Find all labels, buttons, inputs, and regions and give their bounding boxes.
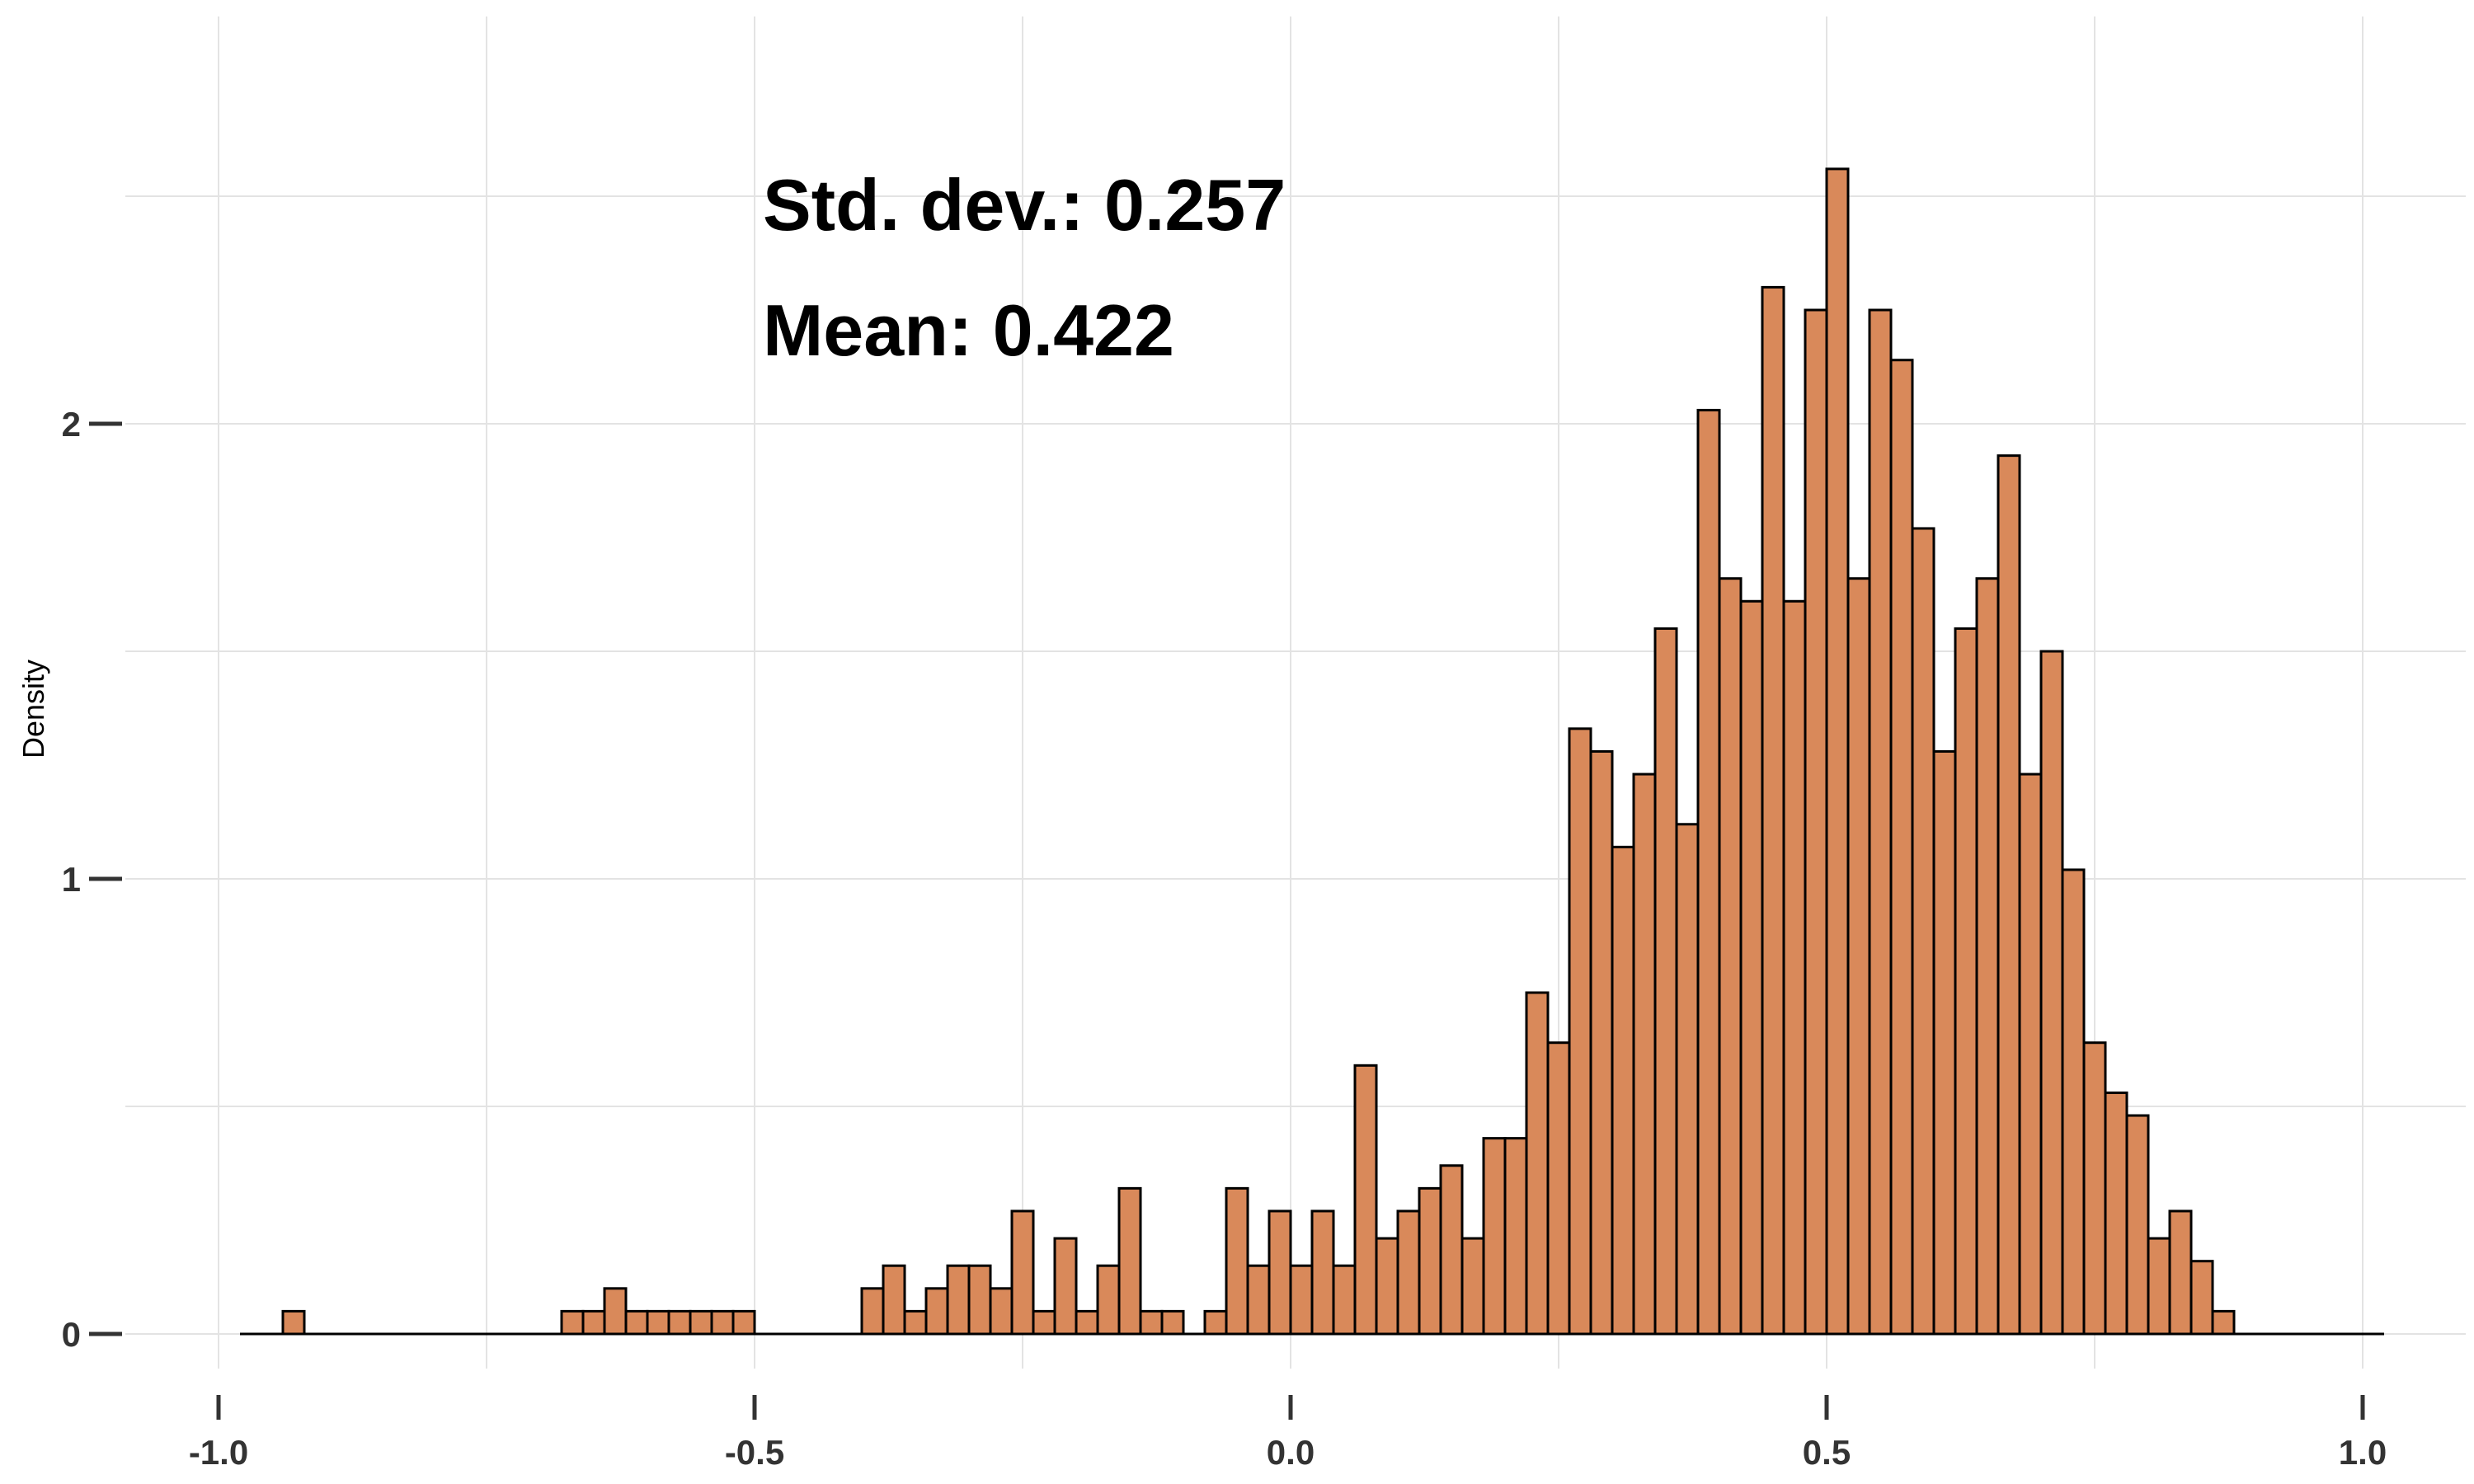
histogram-bar (731, 1309, 756, 1336)
x-tick-label: -1.0 (189, 1433, 248, 1472)
histogram-bar (624, 1309, 649, 1336)
histogram-bar (2061, 868, 2086, 1336)
histogram-bar (1846, 577, 1871, 1336)
histogram-bar (1289, 1264, 1314, 1336)
x-tick-label: 0.5 (1803, 1433, 1851, 1472)
axis-ticks: -1.0 -0.5 0.0 0.5 1.0 0 1 2 (62, 405, 2387, 1472)
histogram-bar (1010, 1209, 1035, 1336)
histogram-bar (946, 1264, 971, 1336)
histogram-bar (1268, 1209, 1292, 1336)
histogram-bar (1739, 599, 1764, 1336)
histogram-bar (1246, 1264, 1271, 1336)
histogram-bar (1997, 454, 2021, 1336)
histogram-bar (689, 1309, 713, 1336)
histogram-bar (1975, 577, 2000, 1336)
histogram-bar (1696, 408, 1721, 1336)
histogram-bar (646, 1309, 670, 1336)
histogram-bar (2039, 650, 2064, 1336)
histogram-bar (1804, 308, 1828, 1336)
histogram-bar (1911, 527, 1935, 1336)
histogram-bar (1653, 627, 1678, 1336)
histogram-bar (2104, 1091, 2128, 1336)
histogram-bar (1160, 1309, 1185, 1336)
histogram-bar (1546, 1041, 1571, 1336)
y-tick-label: 0 (62, 1315, 81, 1354)
histogram-bar (1439, 1164, 1464, 1336)
histogram-bars (240, 167, 2384, 1336)
histogram-bar (1225, 1186, 1249, 1336)
histogram-bar (1117, 1186, 1142, 1336)
histogram-bar (603, 1287, 628, 1336)
histogram-bar (1932, 749, 1957, 1336)
histogram-bar (1568, 727, 1592, 1336)
histogram-bar (1139, 1309, 1164, 1336)
histogram-bar (989, 1287, 1014, 1336)
histogram-bar (1482, 1137, 1507, 1336)
x-tick-label: -0.5 (725, 1433, 784, 1472)
histogram-bar (2082, 1041, 2107, 1336)
histogram-bar (281, 1309, 306, 1336)
histogram-bar (903, 1309, 928, 1336)
histogram-bar (2189, 1260, 2214, 1336)
histogram-bar (860, 1287, 885, 1336)
x-tick-label: 1.0 (2339, 1433, 2387, 1472)
histogram-bar (1460, 1237, 1485, 1336)
histogram-bar (2125, 1114, 2150, 1336)
histogram-bar (2211, 1309, 2236, 1336)
histogram-bar (1503, 1137, 1528, 1336)
histogram-bar (1096, 1264, 1121, 1336)
x-tick-label: 0.0 (1267, 1433, 1315, 1472)
histogram-bar (2168, 1209, 2193, 1336)
y-tick-label: 2 (62, 405, 81, 444)
histogram-bar (1718, 577, 1743, 1336)
histogram-bar (1203, 1309, 1228, 1336)
histogram-bar (1375, 1237, 1399, 1336)
histogram-bar (1332, 1264, 1357, 1336)
histogram-bar (1825, 167, 1850, 1336)
histogram-bar (1053, 1237, 1078, 1336)
histogram-bar (1611, 845, 1635, 1336)
histogram-bar (924, 1287, 949, 1336)
histogram-bar (1868, 308, 1893, 1336)
histogram-bar (710, 1309, 735, 1336)
histogram-bar (1353, 1064, 1378, 1336)
histogram-bar (560, 1309, 585, 1336)
histogram-bar (1525, 991, 1550, 1336)
histogram-bar (1889, 359, 1914, 1336)
histogram-bar (1310, 1209, 1335, 1336)
histogram-bar (2147, 1237, 2171, 1336)
histogram-bar (1418, 1186, 1442, 1336)
histogram-bar (1675, 823, 1700, 1336)
y-tick-label: 1 (62, 860, 81, 899)
histogram-bar (1396, 1209, 1421, 1336)
histogram-bar (1954, 627, 1978, 1336)
histogram-bar (2018, 773, 2043, 1336)
histogram-bar (1589, 749, 1614, 1336)
histogram-bar (1761, 285, 1785, 1336)
histogram-bar (1032, 1309, 1056, 1336)
histogram-bar (667, 1309, 692, 1336)
histogram-bar (882, 1264, 906, 1336)
y-axis-label: Density (16, 659, 50, 759)
histogram-bar (581, 1309, 606, 1336)
histogram-bar (967, 1264, 992, 1336)
histogram-bar (1782, 599, 1807, 1336)
histogram-bar (1075, 1309, 1099, 1336)
std-dev-annotation: Std. dev.: 0.257 (763, 164, 1286, 246)
mean-annotation: Mean: 0.422 (763, 289, 1174, 371)
histogram-bar (1632, 773, 1657, 1336)
